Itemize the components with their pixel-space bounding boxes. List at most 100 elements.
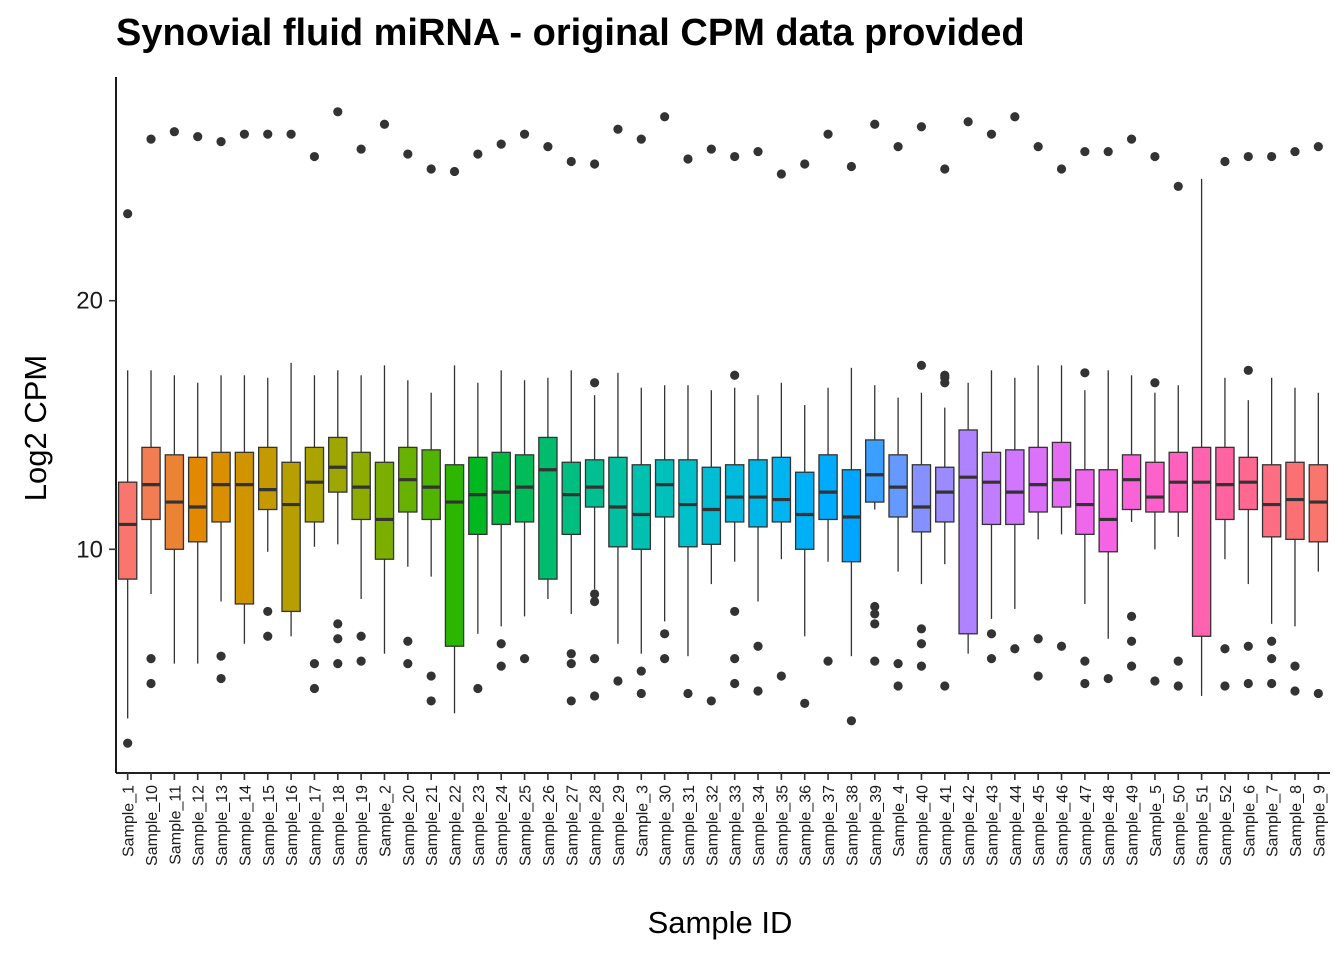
outlier-point [379, 119, 390, 129]
box-Sample_52 [1215, 156, 1235, 691]
outlier-point [309, 683, 320, 694]
x-tick-label: Sample_2 [377, 785, 394, 857]
box-iqr [654, 459, 675, 518]
outlier-point [496, 661, 506, 671]
outlier-point [333, 107, 343, 117]
outlier-point [776, 671, 786, 681]
outlier-point [403, 636, 413, 646]
y-axis: 10 20 [76, 77, 117, 773]
outlier-point [589, 596, 600, 607]
box-Sample_6 [1238, 151, 1259, 689]
outlier-point [1126, 611, 1137, 622]
x-tick-label: Sample_24 [494, 785, 511, 866]
x-tick-label: Sample_40 [914, 785, 931, 866]
x-tick-label: Sample_6 [1241, 785, 1258, 857]
box-iqr [584, 459, 605, 508]
outlier-point [1056, 164, 1067, 174]
x-tick-label: Sample_17 [307, 785, 324, 866]
outlier-point [566, 156, 576, 167]
outlier-point [589, 378, 600, 388]
outlier-point [519, 129, 530, 139]
x-tick-label: Sample_39 [868, 785, 885, 866]
outlier-point [543, 142, 553, 152]
chart-title: Synovial fluid miRNA - original CPM data… [116, 12, 1025, 54]
outlier-point [263, 606, 273, 617]
box-Sample_14 [234, 129, 255, 644]
x-tick-label: Sample_34 [751, 785, 768, 866]
outlier-point [1010, 112, 1020, 122]
x-tick-label: Sample_4 [891, 785, 908, 857]
box-Sample_15 [257, 129, 278, 641]
box-iqr [1121, 454, 1142, 511]
outlier-point [263, 129, 273, 139]
outlier-point [1080, 656, 1090, 666]
box-Sample_3 [631, 134, 652, 699]
x-tick-label: Sample_21 [424, 785, 441, 866]
box-Sample_31 [678, 154, 698, 699]
outlier-point [309, 151, 320, 162]
box-iqr [701, 466, 722, 545]
box-Sample_48 [1098, 146, 1118, 684]
x-tick-label: Sample_30 [658, 785, 675, 866]
box-Sample_16 [281, 129, 301, 637]
outlier-point [870, 119, 880, 129]
outlier-point [753, 641, 763, 651]
box-iqr [631, 464, 652, 550]
outlier-point [356, 656, 366, 666]
outlier-point [519, 654, 530, 664]
x-tick-label: Sample_28 [588, 785, 605, 866]
box-iqr [1261, 464, 1282, 538]
outlier-point [566, 696, 576, 706]
box-Sample_2 [374, 119, 395, 654]
outlier-point [123, 209, 133, 219]
outlier-point [426, 164, 436, 174]
outlier-point [706, 696, 716, 706]
outlier-point [753, 686, 763, 696]
box-iqr [981, 451, 1002, 526]
outlier-point [893, 659, 903, 669]
box-iqr [911, 464, 932, 533]
outlier-point [1290, 661, 1300, 671]
outlier-point [589, 589, 600, 599]
x-tick-label: Sample_10 [144, 785, 161, 866]
x-tick-label: Sample_31 [681, 785, 698, 866]
outlier-point [1220, 644, 1230, 654]
box-iqr [864, 439, 885, 503]
x-tick-label: Sample_37 [821, 785, 838, 866]
x-tick-label: Sample_20 [401, 785, 418, 866]
outlier-point [496, 139, 506, 149]
outlier-point [986, 654, 997, 664]
outlier-point [1267, 151, 1277, 162]
outlier-point [193, 132, 203, 142]
outlier-point [776, 169, 786, 179]
box-Sample_33 [724, 151, 745, 689]
outlier-point [1080, 678, 1090, 689]
box-iqr [328, 436, 348, 493]
box-Sample_36 [794, 159, 815, 709]
x-tick-label: Sample_38 [844, 785, 861, 866]
outlier-point [1173, 181, 1183, 191]
box-iqr [1145, 461, 1165, 513]
outlier-point [916, 639, 927, 649]
x-axis: Sample_1 Sample_10 Sample_11 Sample_12 Sampl… [116, 772, 1330, 866]
box-iqr [1028, 446, 1048, 513]
box-iqr [117, 481, 138, 580]
outlier-point [823, 129, 833, 139]
outlier-point [730, 370, 740, 380]
box-iqr [281, 461, 301, 613]
box-Sample_20 [398, 149, 418, 669]
x-tick-label: Sample_12 [191, 785, 208, 866]
outlier-point [496, 639, 506, 649]
x-tick-label: Sample_9 [1311, 785, 1328, 857]
box-Sample_7 [1261, 151, 1282, 689]
box-Sample_8 [1285, 146, 1305, 696]
outlier-point [916, 624, 927, 634]
box-Sample_23 [468, 149, 488, 694]
outlier-point [1267, 636, 1277, 646]
box-Sample_39 [864, 119, 885, 666]
outlier-point [1220, 156, 1230, 167]
x-tick-label: Sample_45 [1031, 785, 1048, 866]
box-Sample_34 [748, 146, 768, 696]
outlier-point [730, 606, 740, 617]
x-tick-label: Sample_22 [448, 785, 465, 866]
